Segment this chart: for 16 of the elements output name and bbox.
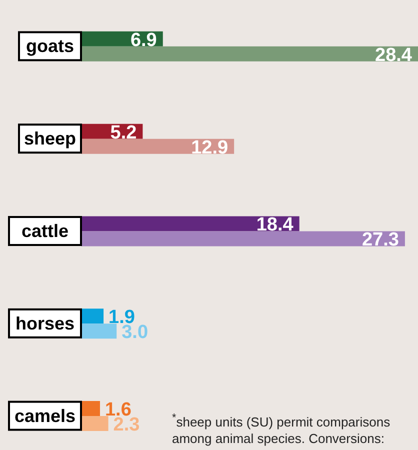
data-label: 5.2 — [110, 122, 137, 144]
bar — [81, 308, 104, 324]
y-tick-label: camels — [14, 406, 76, 426]
bar — [81, 401, 100, 416]
annotation: $^{*}$sheep units (SU) permit comparisons among animal species. Conversions: — [172, 411, 392, 448]
data-label: 28.4 — [375, 44, 412, 66]
y-tick-label: cattle — [21, 221, 69, 241]
data-label: 27.3 — [362, 230, 399, 251]
y-tick-label: sheep — [24, 128, 76, 149]
data-label: 18.4 — [256, 214, 294, 236]
y-tick-label: horses — [15, 313, 75, 334]
bar — [81, 416, 108, 432]
data-label: 6.9 — [130, 30, 157, 51]
bar — [81, 324, 117, 339]
data-label: 12.9 — [191, 137, 228, 158]
y-tick-label: goats — [26, 36, 74, 56]
